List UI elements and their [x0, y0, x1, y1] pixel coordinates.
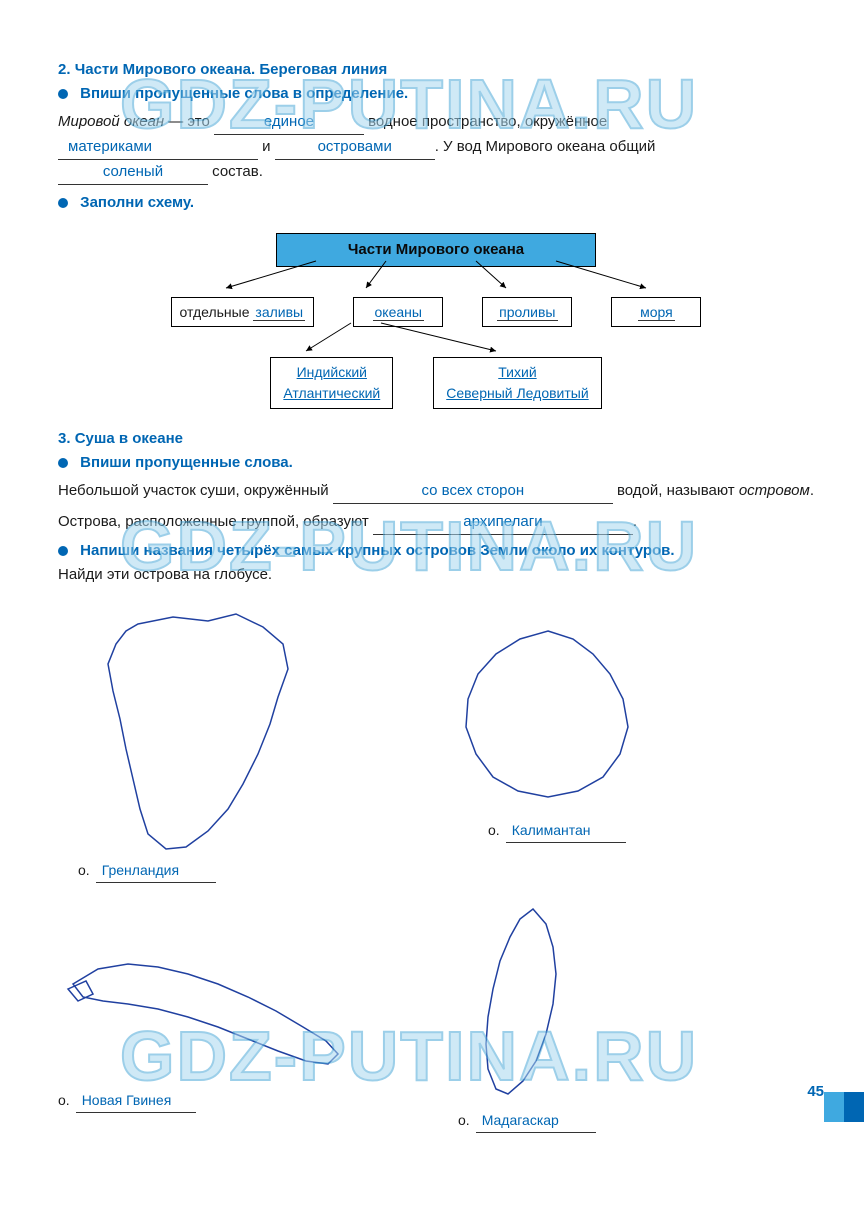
instruction-4: Напиши названия четырёх самых крупных ос…: [58, 539, 814, 563]
answer-archipelagi: архипелаги: [373, 510, 633, 535]
text-island-def: Небольшой участок суши, окружённый со вс…: [58, 479, 814, 504]
schema-diagram: Части Мирового океана отдельные заливы о…: [156, 233, 716, 409]
answer-soleniy: соленый: [58, 160, 208, 185]
instruction-4b: Найди эти острова на глобусе.: [58, 563, 814, 587]
bullet-icon: [58, 458, 68, 468]
answer-madagascar: Мадагаскар: [476, 1109, 596, 1132]
answer-kalimantan: Калимантан: [506, 819, 626, 842]
text-archipelago: Острова, расположенные группой, образуют…: [58, 510, 814, 535]
bullet-icon: [58, 89, 68, 99]
section-3-heading: 3. Суша в океане: [58, 427, 814, 451]
bullet-icon: [58, 198, 68, 208]
schema-box-morya: моря: [611, 297, 701, 327]
answer-so-vseh-storon: со всех сторон: [333, 479, 613, 504]
section-3-title: Суша в океане: [75, 430, 183, 447]
definition-paragraph: Мировой океан — это единое водное простр…: [58, 110, 814, 185]
schema-box-oceans-right: Тихий Северный Ледовитый: [433, 357, 601, 409]
instruction-1: Впиши пропущенные слова в определение.: [58, 82, 814, 106]
islands-area: о.Гренландия о.Калимантан о.Новая Гвинея: [58, 599, 814, 1229]
answer-ostrovami: островами: [275, 135, 435, 160]
schema-row-1: отдельные заливы океаны проливы моря: [156, 297, 716, 327]
greenland-outline: [78, 609, 308, 859]
section-3-num: 3.: [58, 430, 71, 447]
instruction-2: Заполни схему.: [58, 191, 814, 215]
term-ostrov: островом: [739, 482, 810, 499]
answer-materikami: материками: [58, 135, 258, 160]
label-new-guinea: о.Новая Гвинея: [58, 1089, 358, 1112]
madagascar-outline: [458, 899, 578, 1109]
bullet-icon: [58, 546, 68, 556]
schema-header: Части Мирового океана: [276, 233, 596, 267]
schema-box-zalivy: отдельные заливы: [171, 297, 315, 327]
island-kalimantan: о.Калимантан: [438, 619, 648, 842]
instruction-3: Впиши пропущенные слова.: [58, 451, 814, 475]
term-mirovoy-okean: Мировой океан: [58, 113, 164, 130]
schema-box-prolivy: проливы: [482, 297, 572, 327]
answer-edinoe: единое: [214, 110, 364, 135]
island-greenland: о.Гренландия: [78, 609, 308, 882]
label-madagascar: о.Мадагаскар: [458, 1109, 596, 1132]
answer-greenland: Гренландия: [96, 859, 216, 882]
label-greenland: о.Гренландия: [78, 859, 308, 882]
schema-row-2: Индийский Атлантический Тихий Северный Л…: [156, 357, 716, 409]
island-madagascar: о.Мадагаскар: [458, 899, 596, 1132]
label-kalimantan: о.Калимантан: [488, 819, 648, 842]
kalimantan-outline: [438, 619, 648, 819]
answer-zalivy: заливы: [253, 304, 305, 321]
new-guinea-outline: [58, 939, 358, 1089]
section-2-heading: 2. Части Мирового океана. Береговая лини…: [58, 58, 814, 82]
section-2-num: 2.: [58, 61, 71, 78]
schema-box-oceans-left: Индийский Атлантический: [270, 357, 393, 409]
answer-new-guinea: Новая Гвинея: [76, 1089, 196, 1112]
schema-box-okeany: океаны: [353, 297, 443, 327]
island-new-guinea: о.Новая Гвинея: [58, 939, 358, 1112]
section-2-title: Части Мирового океана. Береговая линия: [75, 61, 388, 78]
